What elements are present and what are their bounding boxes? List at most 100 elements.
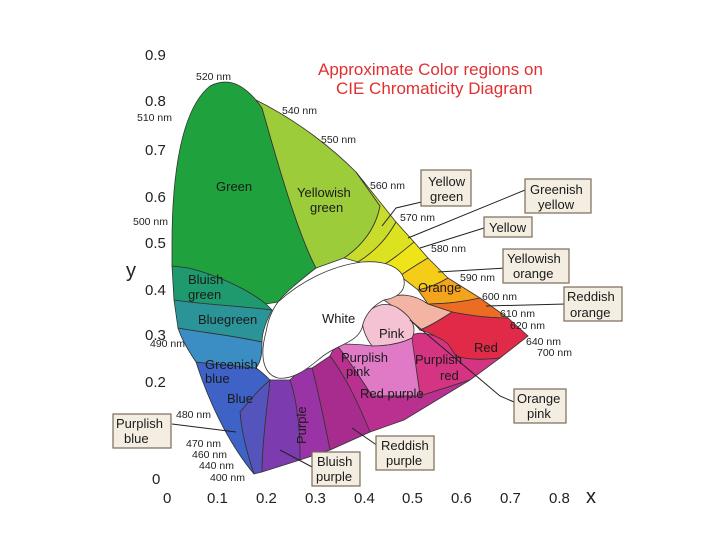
label-red: Red	[474, 340, 498, 355]
nm-490: 490 nm	[150, 338, 185, 350]
x-tick-label: 0.3	[305, 490, 326, 507]
x-tick-label: 0.4	[354, 490, 375, 507]
label-yellowish-green-1: Yellowish	[297, 185, 351, 200]
x-tick-label: 0.5	[402, 490, 423, 507]
leader-purplish-blue	[171, 423, 237, 433]
leader-yellowish-orange	[437, 267, 507, 273]
label-white: White	[322, 311, 355, 326]
y-tick-label: 0.3	[145, 327, 166, 344]
callout-bluish-purple-line-2: purple	[316, 469, 352, 484]
nm-520: 520 nm	[196, 71, 231, 83]
callout-bluish-purple-line-1: Bluish	[317, 454, 352, 469]
label-blue: Blue	[227, 391, 253, 406]
leader-lines	[171, 187, 567, 469]
y-axis-ticks: 0.9 0.8 0.7 0.6 0.5 0.4 0.3 0.2 0	[145, 47, 166, 488]
label-green: Green	[216, 179, 252, 194]
color-regions	[171, 81, 529, 475]
nm-700: 700 nm	[537, 347, 572, 359]
label-orange: Orange	[418, 280, 461, 295]
region-labels: Green Yellowish green Bluish green Blueg…	[188, 179, 498, 444]
y-tick-label: 0	[152, 471, 160, 488]
callout-purplish-blue: Purplish blue	[112, 413, 172, 449]
leader-bluish-purple	[279, 449, 315, 469]
label-purplish-pink-2: pink	[346, 364, 370, 379]
callout-yellow-line-1: Yellow	[489, 220, 527, 235]
callout-reddish-orange-line-1: Reddish	[567, 289, 615, 304]
callout-greenish-yellow-line-1: Greenish	[530, 182, 583, 197]
nm-550: 550 nm	[321, 134, 356, 146]
callout-reddish-orange-line-2: orange	[570, 305, 610, 320]
wavelength-labels: 520 nm 540 nm 510 nm 550 nm 560 nm 570 n…	[133, 71, 572, 484]
label-purplish-red-1: Purplish	[415, 352, 462, 367]
nm-560: 560 nm	[370, 180, 405, 192]
x-tick-label: 0.2	[256, 490, 277, 507]
callout-purplish-blue-line-2: blue	[124, 431, 149, 446]
x-tick-label: 0.6	[451, 490, 472, 507]
callout-yellow-green-line-2: green	[430, 189, 463, 204]
nm-510: 510 nm	[137, 112, 172, 124]
callout-yellow: Yellow	[483, 216, 533, 238]
callout-greenish-yellow-line-2: yellow	[538, 197, 575, 212]
y-tick-label: 0.8	[145, 93, 166, 110]
callout-greenish-yellow: Greenish yellow	[524, 178, 592, 214]
y-tick-label: 0.7	[145, 142, 166, 159]
x-tick-label: 0.8	[549, 490, 570, 507]
callout-orange-pink: Orange pink	[513, 388, 567, 424]
nm-580: 580 nm	[431, 243, 466, 255]
callout-purplish-blue-line-1: Purplish	[116, 416, 163, 431]
leader-reddish-purple	[351, 427, 379, 447]
callout-yellow-green-line-1: Yellow	[428, 174, 466, 189]
nm-440: 440 nm	[199, 460, 234, 472]
label-bluish-green-1: Bluish	[188, 272, 223, 287]
label-purplish-red-2: red	[440, 368, 459, 383]
region-white	[262, 261, 405, 379]
y-tick-label: 0.4	[145, 282, 166, 299]
leader-greenish-yellow	[407, 187, 531, 239]
label-greenish-blue-2: blue	[205, 371, 230, 386]
label-pink: Pink	[379, 326, 405, 341]
x-tick-label: 0.7	[500, 490, 521, 507]
label-red-purple: Red purple	[360, 386, 424, 401]
leader-yellow-green	[381, 199, 431, 227]
callout-reddish-purple: Reddish purple	[375, 435, 435, 471]
label-purplish-pink-1: Purplish	[341, 350, 388, 365]
nm-640: 640 nm	[526, 336, 561, 348]
leader-reddish-orange	[485, 303, 567, 307]
nm-600: 600 nm	[482, 291, 517, 303]
callout-bluish-purple: Bluish purple	[311, 451, 361, 487]
callout-yellow-green: Yellow green	[420, 169, 472, 207]
y-tick-label: 0.9	[145, 47, 166, 64]
y-tick-label: 0.5	[145, 235, 166, 252]
title-line-1: Approximate Color regions on	[318, 60, 543, 79]
callout-orange-pink-line-1: Orange	[517, 391, 560, 406]
callout-reddish-purple-line-2: purple	[386, 453, 422, 468]
callout-yellowish-orange-line-2: orange	[513, 266, 553, 281]
nm-620: 620 nm	[510, 320, 545, 332]
callout-yellowish-orange-line-1: Yellowish	[507, 251, 561, 266]
leader-orange-pink	[409, 319, 515, 403]
label-purple: Purple	[294, 406, 309, 444]
callout-reddish-purple-line-1: Reddish	[381, 438, 429, 453]
leader-yellow	[419, 227, 485, 249]
callout-reddish-orange: Reddish orange	[563, 286, 623, 322]
x-tick-label: 0.1	[207, 490, 228, 507]
x-tick-label: 0	[163, 490, 171, 507]
nm-460: 460 nm	[192, 449, 227, 461]
y-tick-label: 0.2	[145, 374, 166, 391]
label-bluish-green-2: green	[188, 287, 221, 302]
y-tick-label: 0.6	[145, 189, 166, 206]
region-bluish-green	[171, 265, 274, 311]
nm-590: 590 nm	[460, 272, 495, 284]
title-line-2: CIE Chromaticity Diagram	[336, 79, 533, 98]
nm-540: 540 nm	[282, 105, 317, 117]
callout-orange-pink-line-2: pink	[527, 406, 551, 421]
label-greenish-blue-1: Greenish	[205, 357, 258, 372]
y-axis-label: y	[126, 260, 136, 282]
x-axis-label: x	[586, 486, 596, 508]
callout-yellowish-orange: Yellowish orange	[502, 248, 570, 284]
nm-400: 400 nm	[210, 472, 245, 484]
nm-480: 480 nm	[176, 409, 211, 421]
nm-570: 570 nm	[400, 212, 435, 224]
x-axis-ticks: 0 0.1 0.2 0.3 0.4 0.5 0.6 0.7 0.8	[163, 490, 570, 507]
